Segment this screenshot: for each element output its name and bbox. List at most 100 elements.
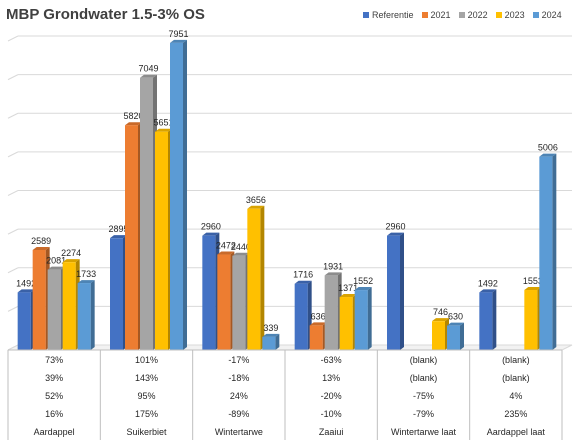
bar-top	[539, 153, 557, 157]
bar	[432, 321, 445, 350]
bar	[202, 235, 216, 350]
bar-top	[247, 205, 265, 209]
legend-label: 2022	[467, 10, 488, 20]
bar-top	[354, 287, 372, 291]
table-cell: (blank)	[502, 355, 530, 365]
table-cell: -79%	[413, 409, 434, 419]
legend-swatch	[495, 12, 502, 18]
bar-top	[447, 322, 464, 326]
data-label: 1492	[16, 278, 36, 288]
bar-top	[47, 266, 65, 270]
bar	[539, 156, 553, 350]
gridline	[7, 267, 19, 274]
bar-side	[552, 153, 557, 350]
bar-top	[479, 289, 497, 293]
bar-side	[492, 289, 497, 350]
table-cell: -17%	[228, 355, 249, 365]
category-label: Wintertarwe laat	[391, 427, 457, 437]
bar-top	[155, 128, 172, 132]
bar	[524, 290, 538, 350]
bar	[155, 131, 168, 350]
table-cell: 52%	[45, 391, 63, 401]
legend-item: 2024	[532, 10, 562, 20]
data-label: 2472	[216, 241, 236, 251]
table-cell: 13%	[322, 373, 340, 383]
data-label: 2589	[31, 236, 51, 246]
legend-label: 2024	[541, 10, 562, 20]
legend-item: 2022	[458, 10, 488, 20]
legend-item: 2023	[495, 10, 525, 20]
table-cell: 175%	[135, 409, 158, 419]
data-label: 2081	[46, 256, 66, 266]
bar-top	[110, 235, 127, 239]
gridline	[7, 151, 19, 158]
chart-legend: Referentie 2021 2022 2023 2024	[363, 10, 562, 20]
data-label: 1733	[76, 269, 96, 279]
gridline	[7, 112, 19, 119]
bar	[47, 269, 61, 350]
data-label: 1716	[293, 270, 313, 280]
category-label: Suikerbiet	[126, 427, 167, 437]
bar-top	[294, 280, 312, 284]
gridline	[7, 74, 19, 81]
data-label: 7049	[138, 64, 158, 74]
bar	[354, 290, 368, 350]
bar	[479, 292, 493, 350]
data-label: 2895	[108, 224, 128, 234]
bar	[447, 325, 460, 350]
table-cell: 101%	[135, 355, 158, 365]
bar	[247, 208, 261, 350]
bar-top	[232, 252, 250, 256]
legend-item: 2021	[421, 10, 451, 20]
table-cell: -18%	[228, 373, 249, 383]
bar-top	[170, 39, 187, 43]
data-label: 1931	[323, 261, 343, 271]
data-label: 746	[433, 307, 448, 317]
legend-swatch	[532, 12, 539, 18]
table-cell: 16%	[45, 409, 63, 419]
bar	[170, 42, 183, 350]
data-label: 339	[263, 323, 278, 333]
bar-side	[183, 39, 187, 350]
bar-side	[90, 280, 95, 350]
bar-top	[32, 246, 50, 250]
data-label: 2440	[231, 242, 251, 252]
bar-side	[367, 287, 372, 350]
bar-top	[524, 287, 542, 291]
gridline	[7, 35, 19, 42]
table-cell: -10%	[321, 409, 342, 419]
bar-top	[387, 232, 404, 236]
table-cell: 73%	[45, 355, 63, 365]
data-label: 5651	[153, 118, 173, 128]
bar	[110, 238, 123, 350]
data-label: 1553	[523, 276, 543, 286]
legend-label: Referentie	[372, 10, 414, 20]
bar-top	[309, 322, 327, 326]
table-cell: -75%	[413, 391, 434, 401]
category-label: Wintertarwe	[215, 427, 263, 437]
bar-top	[77, 280, 95, 284]
data-label: 630	[448, 312, 463, 322]
data-label: 1552	[353, 276, 373, 286]
legend-swatch	[421, 12, 428, 18]
table-cell: 235%	[504, 409, 527, 419]
legend-label: 2021	[430, 10, 451, 20]
table-cell: 39%	[45, 373, 63, 383]
legend-item: Referentie	[363, 10, 414, 20]
legend-label: 2023	[504, 10, 525, 20]
category-label: Aardappel	[34, 427, 75, 437]
bar-top	[17, 289, 35, 293]
bar	[217, 254, 231, 350]
legend-swatch	[363, 12, 369, 18]
table-cell: (blank)	[410, 355, 438, 365]
bar-top	[125, 122, 142, 126]
table-cell: 24%	[230, 391, 248, 401]
bar	[309, 325, 323, 350]
data-label: 2960	[385, 222, 405, 232]
category-label: Aardappel laat	[487, 427, 546, 437]
bar	[140, 77, 153, 351]
bar	[17, 292, 31, 350]
bar	[262, 336, 276, 350]
